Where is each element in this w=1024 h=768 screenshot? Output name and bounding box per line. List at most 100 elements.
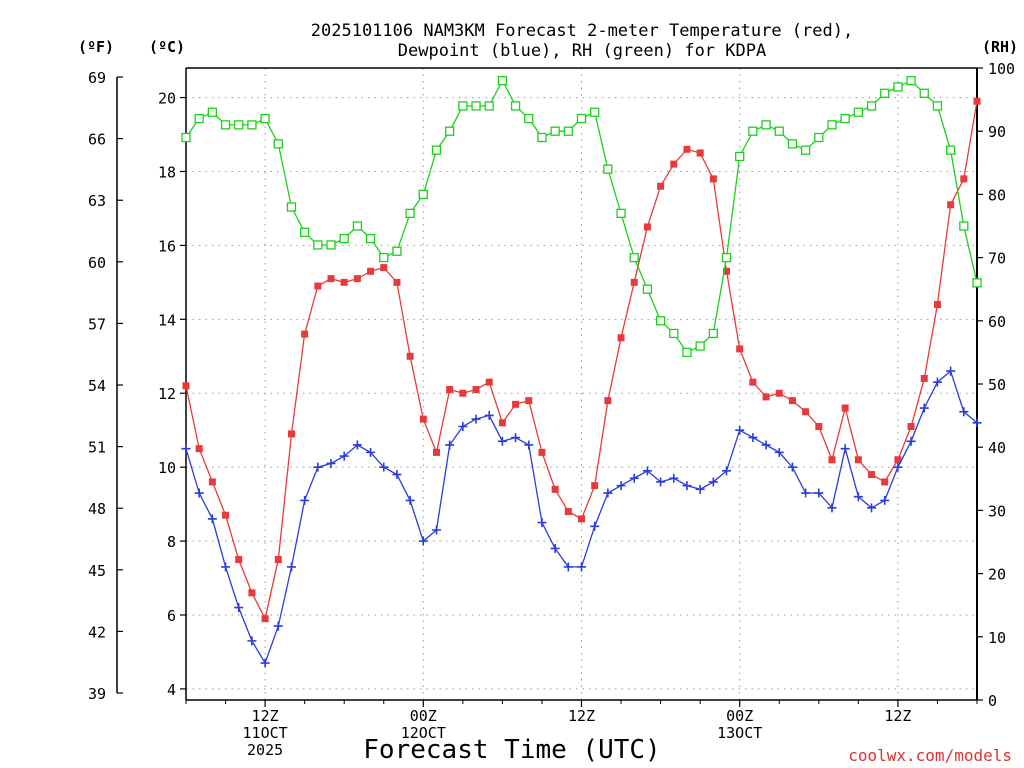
rh-point xyxy=(418,189,428,200)
rh-point xyxy=(563,126,573,136)
rh-point xyxy=(853,107,863,117)
dewpoint-point xyxy=(181,444,191,454)
temperature-point xyxy=(736,345,744,353)
temperature-point xyxy=(525,397,533,405)
rh-point xyxy=(827,120,837,130)
temperature-point xyxy=(749,378,757,386)
temperature-point xyxy=(762,393,770,401)
dewpoint-point xyxy=(853,492,863,502)
dewpoint-point xyxy=(722,466,732,476)
celsius-tick-label: 20 xyxy=(158,90,176,108)
rh-point xyxy=(880,88,890,98)
dewpoint-point xyxy=(221,562,231,572)
temperature-point xyxy=(723,267,731,275)
rh-point xyxy=(273,139,283,149)
grid-lines xyxy=(186,68,977,700)
rh-point xyxy=(906,75,916,86)
dewpoint-point xyxy=(919,403,929,413)
dewpoint-point xyxy=(379,462,389,472)
rh-point xyxy=(669,328,679,339)
rh-point xyxy=(445,126,455,136)
temperature-point xyxy=(327,275,335,283)
rh-point xyxy=(471,101,481,111)
rh-tick-label: 80 xyxy=(988,186,1006,204)
dewpoint-point xyxy=(286,562,296,572)
rh-point xyxy=(458,101,468,111)
temperature-point xyxy=(604,397,612,405)
x-axis-title: Forecast Time (UTC) xyxy=(363,735,660,765)
rh-point xyxy=(299,227,310,237)
dewpoint-point xyxy=(194,488,204,498)
dewpoint-point xyxy=(642,466,652,476)
rh-point xyxy=(721,252,732,263)
temperature-point xyxy=(274,556,282,564)
rh-point xyxy=(550,126,560,136)
rh-point xyxy=(352,221,363,231)
rh-point xyxy=(814,132,824,143)
temperature-point xyxy=(446,386,454,394)
rh-point xyxy=(510,101,521,111)
fahrenheit-tick-label: 51 xyxy=(88,439,106,457)
chart-title-line-1: 2025101106 NAM3KM Forecast 2-meter Tempe… xyxy=(311,21,853,41)
dewpoint-point xyxy=(537,518,547,528)
dewpoint-point xyxy=(946,366,956,376)
dewpoint-point xyxy=(880,495,890,505)
series-rh xyxy=(181,75,982,358)
fahrenheit-tick-label: 69 xyxy=(88,69,106,87)
rh-point xyxy=(840,113,850,124)
temperature-point xyxy=(208,478,216,486)
series-temperature xyxy=(182,97,981,623)
dewpoint-point xyxy=(234,603,244,613)
dewpoint-point xyxy=(207,514,217,524)
dewpoint-point xyxy=(774,447,784,457)
temperature-point xyxy=(406,352,414,360)
rh-point xyxy=(800,145,811,155)
dewpoint-point xyxy=(827,503,837,513)
temperature-point xyxy=(353,275,361,283)
temperature-point xyxy=(340,278,348,286)
temperature-point xyxy=(841,404,849,412)
data-series xyxy=(181,75,982,668)
rh-point xyxy=(326,240,336,250)
dewpoint-point xyxy=(313,462,323,472)
rh-point xyxy=(207,107,218,117)
dewpoint-point xyxy=(471,414,481,424)
dewpoint-point xyxy=(708,477,718,487)
x-tick-label: 11OCT xyxy=(243,724,288,742)
credit-label: coolwx.com/models xyxy=(848,746,1012,765)
rh-tick-label: 100 xyxy=(988,60,1015,78)
dewpoint-point xyxy=(352,440,362,450)
temperature-point xyxy=(775,389,783,397)
temperature-point xyxy=(195,445,203,453)
temperature-point xyxy=(182,382,190,390)
dewpoint-point xyxy=(590,521,600,531)
dewpoint-point xyxy=(458,422,468,432)
fahrenheit-tick-label: 66 xyxy=(88,131,106,149)
dewpoint-point xyxy=(972,418,982,428)
rh-tick-label: 40 xyxy=(988,439,1006,457)
fahrenheit-tick-label: 45 xyxy=(88,562,106,580)
temperature-point xyxy=(261,615,269,623)
rh-point xyxy=(603,164,613,174)
temperature-point xyxy=(564,508,572,516)
rh-point xyxy=(945,145,956,155)
x-tick-label: 12Z xyxy=(568,707,595,725)
rh-point xyxy=(484,101,494,111)
fahrenheit-tick-label: 63 xyxy=(88,192,106,210)
rh-tick-label: 90 xyxy=(988,123,1006,141)
celsius-tick-label: 8 xyxy=(167,533,176,551)
temperature-point xyxy=(380,264,388,272)
temperature-point xyxy=(670,160,678,168)
fahrenheit-unit-label: (ºF) xyxy=(78,38,114,56)
dewpoint-point xyxy=(656,477,666,487)
celsius-tick-label: 6 xyxy=(167,607,176,625)
celsius-tick-label: 12 xyxy=(158,385,176,403)
rh-tick-label: 0 xyxy=(988,692,997,710)
rh-tick-label: 10 xyxy=(988,629,1006,647)
rh-tick-label: 50 xyxy=(988,376,1006,394)
dewpoint-point xyxy=(247,636,257,646)
temperature-point xyxy=(512,400,520,408)
rh-tick-label: 20 xyxy=(988,566,1006,584)
